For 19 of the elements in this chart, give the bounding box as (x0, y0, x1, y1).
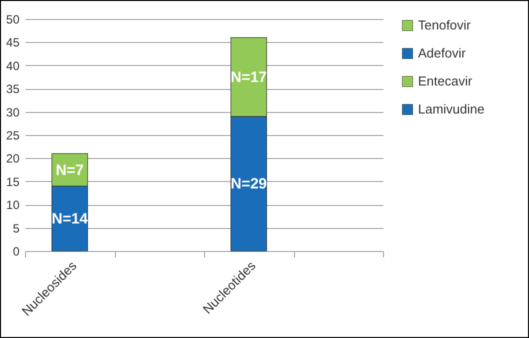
y-tick-label: 5 (12, 221, 20, 236)
legend-label: Tenofovir (418, 18, 472, 32)
data-label: N=17 (230, 69, 267, 86)
y-tick-label: 25 (6, 128, 20, 142)
y-tick-label: 35 (6, 82, 20, 96)
y-tick-label: 10 (6, 198, 20, 212)
y-tick-label: 20 (6, 152, 20, 166)
y-tick-label: 30 (6, 105, 20, 120)
legend-label: Adefovir (418, 46, 466, 60)
data-label: N=29 (230, 176, 267, 193)
data-label: N=7 (56, 162, 84, 179)
legend-label: Entecavir (418, 74, 473, 88)
legend-label: Lamivudine (418, 102, 484, 116)
y-tick-label: 15 (6, 174, 20, 189)
data-label: N=14 (52, 210, 89, 228)
y-tick-label: 45 (6, 36, 20, 50)
y-tick-label: 0 (12, 244, 20, 258)
y-tick-label: 50 (6, 12, 20, 26)
y-tick-label: 40 (6, 58, 20, 73)
